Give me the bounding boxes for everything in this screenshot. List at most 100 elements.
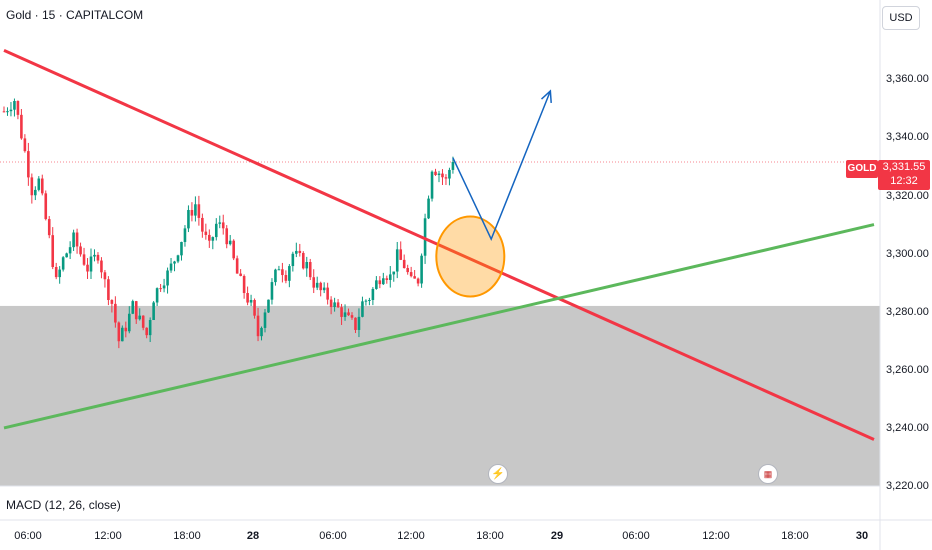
candle-body xyxy=(159,288,162,290)
candle-body xyxy=(86,264,89,272)
candle-body xyxy=(246,293,249,303)
candle-body xyxy=(340,307,343,317)
candle-body xyxy=(9,109,13,112)
candle-body xyxy=(183,228,187,242)
candle-body xyxy=(114,303,117,323)
candles-group xyxy=(2,98,455,349)
candle-body xyxy=(402,259,406,269)
time-tick-label: 28 xyxy=(246,530,260,542)
candle-body xyxy=(451,162,455,170)
time-tick-label: 18:00 xyxy=(476,530,504,542)
candle-body xyxy=(388,274,392,280)
candle-body xyxy=(2,111,6,113)
candle-body xyxy=(141,315,145,328)
time-tick-label: 30 xyxy=(855,530,869,542)
candle-body xyxy=(336,302,340,308)
candle-body xyxy=(267,299,270,313)
candle-body xyxy=(228,240,232,245)
candle-body xyxy=(298,250,302,253)
time-tick-label: 12:00 xyxy=(702,530,730,542)
time-tick-label: 06:00 xyxy=(14,530,42,542)
candle-body xyxy=(441,173,444,178)
projection-arrowhead xyxy=(540,89,552,104)
candle-body xyxy=(110,300,114,304)
price-tick-label: 3,220.00 xyxy=(886,480,929,492)
candle-body xyxy=(281,269,284,276)
candle-body xyxy=(392,271,396,275)
candle-body xyxy=(201,217,204,232)
candle-body xyxy=(319,282,322,291)
candle-body xyxy=(47,219,51,236)
candle-body xyxy=(100,260,103,273)
candle-body xyxy=(288,266,291,281)
candle-body xyxy=(173,261,176,264)
price-tick-label: 3,320.00 xyxy=(886,189,929,202)
candle-body xyxy=(385,278,389,280)
candle-body xyxy=(176,255,180,262)
candle-body xyxy=(208,234,211,241)
candle-body xyxy=(134,301,138,320)
candle-body xyxy=(382,278,385,285)
candle-body xyxy=(430,171,434,199)
green-trendline[interactable] xyxy=(3,223,875,430)
candle-body xyxy=(6,111,9,113)
candle-body xyxy=(72,232,75,248)
candle-body xyxy=(197,204,201,218)
candle-body xyxy=(357,316,361,330)
price-tick-label: 3,240.00 xyxy=(886,421,929,434)
candle-body xyxy=(27,151,30,178)
macd-indicator-label[interactable]: MACD (12, 26, close) xyxy=(6,498,121,512)
candle-body xyxy=(204,231,208,235)
candle-body xyxy=(277,269,281,271)
candle-body xyxy=(190,209,194,216)
candle-body xyxy=(180,241,183,256)
bar-countdown: 12:32 xyxy=(890,175,918,187)
candle-body xyxy=(82,254,86,265)
candle-body xyxy=(75,232,79,247)
candle-body xyxy=(427,198,430,219)
time-tick-label: 06:00 xyxy=(319,530,347,542)
candle-body xyxy=(413,276,416,279)
candle-body xyxy=(93,254,96,257)
candle-body xyxy=(295,250,298,254)
candle-body xyxy=(434,171,437,176)
projection-arrow[interactable] xyxy=(452,90,552,242)
candle-body xyxy=(127,313,131,332)
time-tick-label: 18:00 xyxy=(781,530,809,542)
candle-body xyxy=(406,268,409,273)
candle-body xyxy=(448,169,451,179)
candle-body xyxy=(364,300,368,302)
highlight-circle[interactable] xyxy=(435,215,506,298)
candle-body xyxy=(333,302,336,308)
candle-body xyxy=(329,299,333,308)
candle-body xyxy=(96,254,100,261)
time-tick-label: 29 xyxy=(550,530,564,542)
candle-body xyxy=(145,327,148,336)
candle-body xyxy=(58,269,61,278)
red-trendline[interactable] xyxy=(3,48,875,441)
candle-body xyxy=(371,288,375,300)
currency-button[interactable]: USD xyxy=(882,6,920,30)
last-price-tag: 3,331.55 12:32 xyxy=(878,160,930,190)
candle-body xyxy=(211,237,215,241)
candle-body xyxy=(103,272,107,280)
candle-body xyxy=(260,327,263,337)
candle-body xyxy=(263,312,267,328)
candle-body xyxy=(301,252,305,269)
candle-body xyxy=(409,272,413,277)
candle-body xyxy=(138,315,142,320)
price-tick-label: 3,280.00 xyxy=(886,305,929,318)
candle-body xyxy=(361,301,364,317)
candle-body xyxy=(152,302,155,321)
candle-body xyxy=(155,288,159,303)
candle-body xyxy=(131,301,135,314)
us-flag-icon[interactable]: ▦ xyxy=(758,464,778,484)
candle-body xyxy=(291,253,295,267)
candle-body xyxy=(235,258,239,274)
candle-body xyxy=(350,315,354,318)
candle-body xyxy=(347,312,350,316)
lightning-icon[interactable]: ⚡ xyxy=(488,464,508,484)
candle-body xyxy=(249,300,253,303)
candle-body xyxy=(194,204,197,216)
